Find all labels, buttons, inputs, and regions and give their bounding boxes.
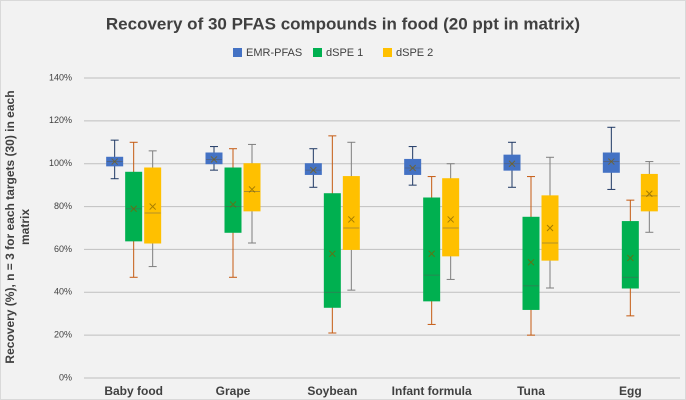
box: [205, 152, 223, 165]
legend-swatch: [313, 48, 322, 57]
box: [125, 171, 143, 242]
y-axis-label: Recovery (%), n = 3 for each targets (30…: [3, 90, 32, 364]
y-tick-label: 100%: [49, 158, 72, 168]
box: [243, 163, 261, 212]
mean-marker: [309, 166, 317, 174]
y-tick-label: 20%: [54, 330, 72, 340]
x-tick-label: Egg: [619, 384, 642, 398]
x-tick-label: Grape: [216, 384, 251, 398]
mean-marker: [210, 156, 218, 163]
legend-label: dSPE 1: [326, 47, 363, 59]
box: [304, 163, 322, 175]
x-tick-label: Baby food: [104, 384, 163, 398]
x-tick-label: Tuna: [517, 384, 545, 398]
legend-label: dSPE 2: [396, 47, 433, 59]
box: [423, 197, 441, 302]
mean-marker: [645, 190, 653, 198]
mean-marker: [508, 160, 516, 168]
box: [640, 173, 658, 212]
y-tick-label: 40%: [54, 287, 72, 297]
mean-marker: [229, 201, 237, 208]
legend-swatch: [233, 48, 242, 57]
box: [602, 152, 620, 173]
mean-marker: [428, 250, 436, 258]
y-tick-label: 80%: [54, 201, 72, 211]
mean-marker: [447, 216, 455, 223]
mean-marker: [527, 258, 535, 266]
legend-label: EMR-PFAS: [246, 47, 302, 59]
box: [503, 154, 521, 171]
mean-marker: [409, 164, 417, 172]
box: [621, 221, 639, 289]
box: [442, 178, 460, 257]
box: [342, 176, 360, 250]
mean-marker: [149, 203, 157, 210]
mean-marker: [546, 224, 554, 232]
mean-marker: [328, 250, 336, 258]
x-tick-label: Infant formula: [392, 384, 472, 398]
y-tick-label: 120%: [49, 115, 72, 125]
box: [404, 158, 422, 175]
x-tick-label: Soybean: [307, 384, 357, 398]
box: [323, 193, 341, 308]
box: [144, 167, 162, 244]
chart-title: Recovery of 30 PFAS compounds in food (2…: [106, 14, 580, 33]
box: [224, 167, 242, 233]
legend-swatch: [383, 48, 392, 57]
mean-marker: [130, 205, 138, 213]
y-tick-label: 0%: [59, 372, 72, 382]
mean-marker: [626, 254, 634, 262]
mean-marker: [111, 158, 119, 165]
box: [522, 216, 540, 310]
mean-marker: [347, 216, 355, 223]
mean-marker: [248, 186, 256, 193]
mean-marker: [607, 158, 615, 165]
y-tick-label: 140%: [49, 72, 72, 82]
y-tick-label: 60%: [54, 244, 72, 254]
